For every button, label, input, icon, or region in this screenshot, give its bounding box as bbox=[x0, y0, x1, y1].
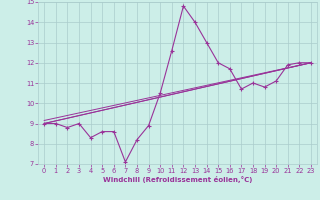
X-axis label: Windchill (Refroidissement éolien,°C): Windchill (Refroidissement éolien,°C) bbox=[103, 176, 252, 183]
